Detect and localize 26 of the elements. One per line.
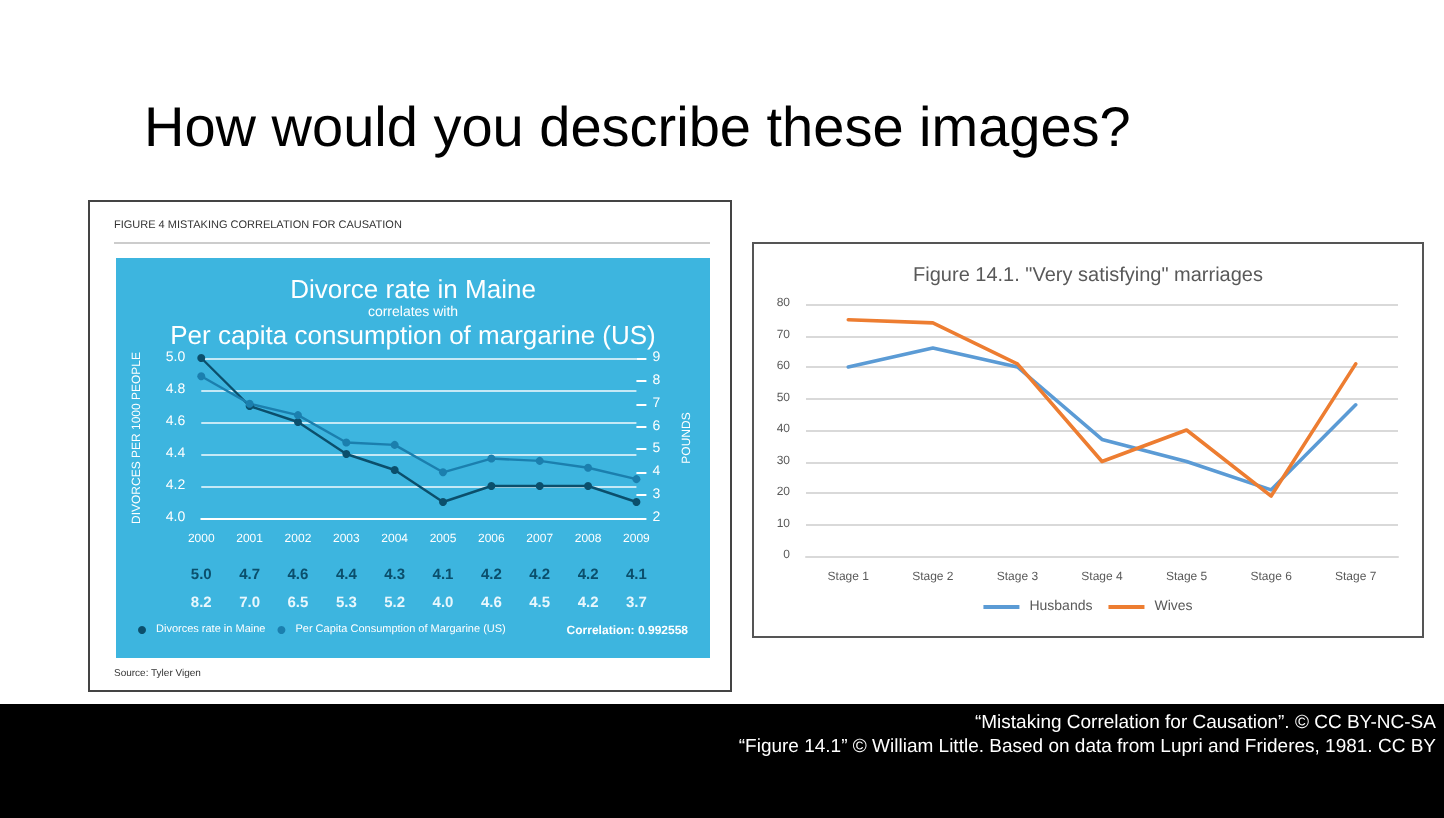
point	[439, 468, 448, 477]
text: How would you describe these images?	[144, 96, 1131, 160]
point	[632, 498, 641, 506]
point	[487, 454, 496, 463]
point	[439, 498, 448, 506]
point	[390, 466, 399, 474]
chart-title: Figure 14.1. "Very satisfying" marriages	[913, 265, 1263, 287]
point	[487, 482, 496, 490]
text: “Figure 14.1” © William Little. Based on data from Lupri and Frideres, 1981. CC BY	[738, 736, 1436, 760]
text: Per capita consumption of margarine (US)	[170, 320, 656, 350]
point	[293, 418, 302, 426]
point	[632, 475, 641, 484]
point	[584, 463, 593, 472]
chart-title: Divorce rate in Maine	[290, 274, 536, 304]
point	[342, 438, 351, 447]
text: “Mistaking Correlation for Causation”. © CC BY-NC-SA	[972, 712, 1436, 736]
line-series	[846, 317, 1358, 498]
point	[535, 456, 544, 465]
point	[342, 450, 351, 458]
point	[535, 482, 544, 490]
point	[197, 372, 206, 381]
point	[584, 482, 593, 490]
point	[293, 411, 302, 420]
line-series	[846, 346, 1358, 492]
point	[197, 354, 206, 362]
point	[390, 440, 399, 449]
